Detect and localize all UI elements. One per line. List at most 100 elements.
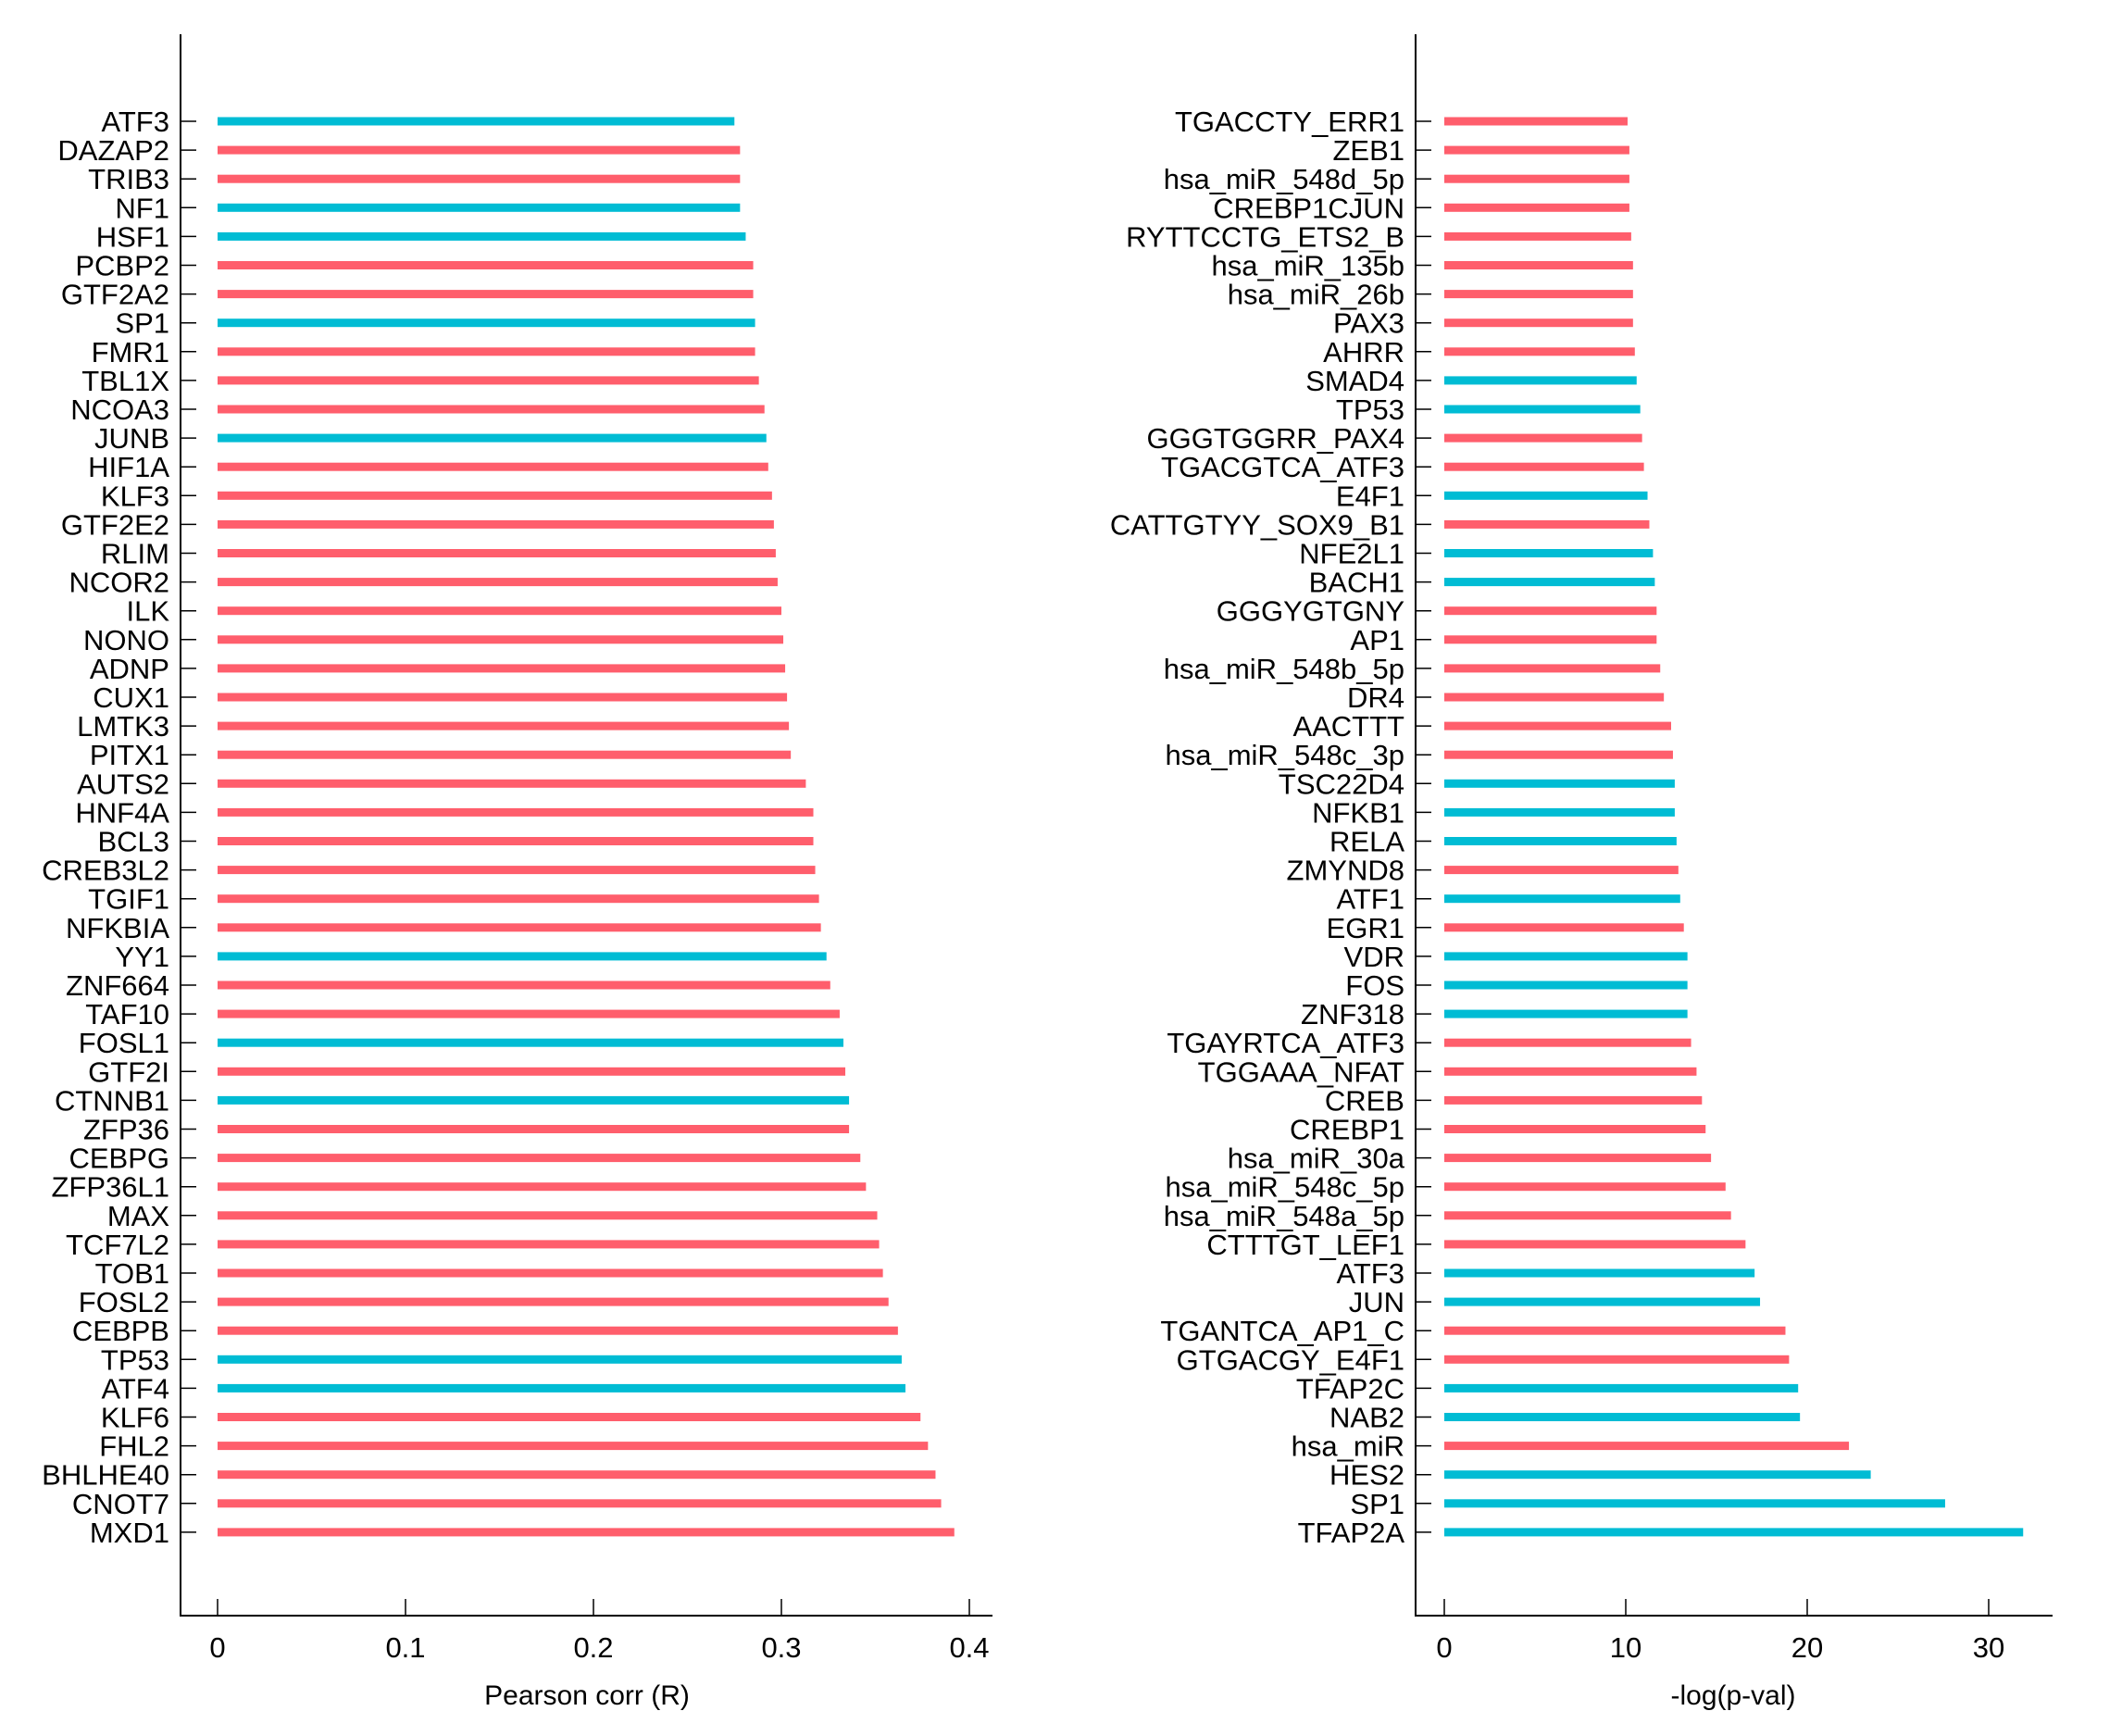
bar <box>218 462 768 471</box>
bar <box>218 721 790 731</box>
bar <box>218 1268 883 1278</box>
x-tick-label: 0.3 <box>761 1631 801 1664</box>
bar <box>1444 1355 1790 1364</box>
category-label: JUN <box>1349 1286 1404 1318</box>
bar <box>218 433 767 443</box>
category-label: TP53 <box>101 1343 169 1376</box>
bar <box>1444 405 1641 414</box>
bar <box>1444 1470 1871 1480</box>
category-labels: TGACCTY_ERR1ZEB1hsa_miR_548d_5pCREBP1CJU… <box>1110 106 1431 1549</box>
bar <box>1444 318 1633 328</box>
bar <box>1444 894 1680 904</box>
category-label: MAX <box>107 1200 170 1232</box>
bar <box>1444 1268 1755 1278</box>
category-label: GGGYGTGNY <box>1217 595 1404 628</box>
category-label: hsa_miR_30a <box>1228 1143 1405 1175</box>
bar <box>218 837 814 845</box>
category-label: AACTTT <box>1292 710 1404 743</box>
bar <box>1444 952 1688 961</box>
x-tick-label: 10 <box>1610 1631 1641 1664</box>
bar <box>218 491 772 500</box>
bar <box>1444 1125 1706 1133</box>
category-label: CTNNB1 <box>55 1084 169 1117</box>
bar <box>1444 1067 1697 1076</box>
bar <box>1444 1095 1703 1105</box>
bar <box>1444 664 1661 673</box>
category-label: NAB2 <box>1329 1402 1404 1434</box>
category-label: FOS <box>1345 969 1404 1002</box>
category-label: TGACGTCA_ATF3 <box>1161 451 1404 483</box>
bar <box>1444 1009 1688 1018</box>
category-label: CNOT7 <box>72 1488 169 1520</box>
category-label: TGACCTY_ERR1 <box>1175 106 1404 138</box>
x-tick-label: 0.4 <box>949 1631 989 1664</box>
bar <box>218 231 746 241</box>
category-label: CREBP1 <box>1290 1114 1404 1146</box>
category-label: HNF4A <box>75 796 169 829</box>
bar <box>1444 1182 1726 1192</box>
bar <box>1444 1326 1786 1335</box>
bar <box>1444 433 1642 443</box>
x-ticks: 0 0.1 0.2 0.3 0.4 <box>209 1599 990 1664</box>
bar <box>1444 1442 1850 1451</box>
category-label: GTF2A2 <box>61 279 169 311</box>
bar <box>218 1499 942 1508</box>
category-label: TCF7L2 <box>66 1229 169 1261</box>
category-label: GGGTGGRR_PAX4 <box>1147 422 1405 455</box>
category-label: AP1 <box>1350 624 1404 656</box>
bar <box>1444 837 1677 845</box>
category-label: SMAD4 <box>1305 365 1404 397</box>
category-label: NFKBIA <box>66 912 169 944</box>
bar <box>218 347 755 356</box>
category-label: FOSL2 <box>79 1286 169 1318</box>
category-label: CATTGTYY_SOX9_B1 <box>1110 508 1404 541</box>
bar <box>1444 1211 1731 1220</box>
bar <box>1444 491 1648 500</box>
bar <box>1444 635 1657 644</box>
category-label: ZFP36L1 <box>51 1171 169 1204</box>
category-label: CEBPG <box>69 1143 169 1175</box>
bar <box>218 290 754 299</box>
bar <box>218 1067 846 1076</box>
category-label: hsa_miR_135b <box>1211 250 1404 282</box>
bars <box>218 117 955 1537</box>
bar <box>1444 578 1655 587</box>
bar <box>1444 1038 1691 1047</box>
category-label: GTGACGY_E4F1 <box>1177 1343 1404 1376</box>
category-label: CUX1 <box>93 681 169 714</box>
bar <box>218 894 819 904</box>
category-label: YY1 <box>115 941 169 973</box>
bar <box>218 635 784 644</box>
bar <box>218 1211 878 1220</box>
bar <box>218 1413 921 1421</box>
category-label: ZMYND8 <box>1287 855 1404 887</box>
bar <box>1444 807 1675 817</box>
bar <box>1444 606 1657 616</box>
x-tick-label: 0 <box>209 1631 225 1664</box>
category-labels: ATF3DAZAP2TRIB3NF1HSF1PCBP2GTF2A2SP1FMR1… <box>42 106 196 1549</box>
category-label: NFE2L1 <box>1299 538 1404 570</box>
category-label: hsa_miR_548c_3p <box>1165 739 1404 771</box>
category-label: PITX1 <box>90 739 169 771</box>
bar <box>1444 117 1628 126</box>
bar <box>218 519 774 529</box>
category-label: TFAP2C <box>1296 1372 1404 1405</box>
bar <box>218 145 741 155</box>
bar <box>218 807 814 817</box>
bar <box>218 318 755 328</box>
bar <box>218 1528 955 1537</box>
bar <box>218 117 735 126</box>
category-label: CTTTGT_LEF1 <box>1206 1229 1404 1261</box>
bar <box>1444 980 1688 990</box>
category-label: MXD1 <box>90 1517 169 1549</box>
category-label: TRIB3 <box>88 163 169 195</box>
category-label: ATF3 <box>102 106 170 138</box>
bar <box>1444 145 1629 155</box>
category-label: HSF1 <box>96 220 169 253</box>
bar <box>1444 693 1665 702</box>
x-tick-label: 0.2 <box>573 1631 613 1664</box>
bar <box>1444 1499 1945 1508</box>
category-label: FHL2 <box>99 1430 169 1463</box>
category-label: BCL3 <box>97 826 169 858</box>
category-label: DR4 <box>1347 681 1404 714</box>
